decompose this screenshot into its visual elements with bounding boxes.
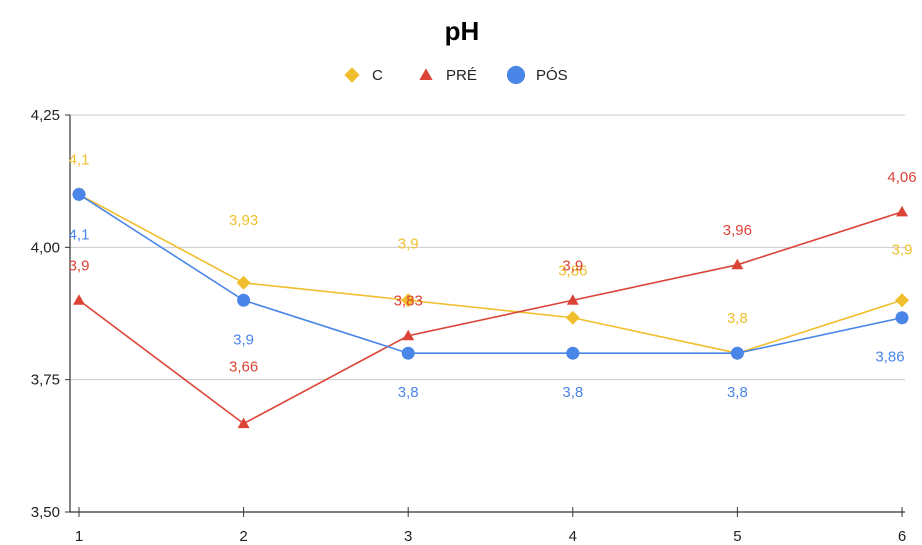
data-label: 3,9 — [892, 241, 913, 258]
data-point — [72, 187, 86, 201]
legend-label: C — [372, 67, 383, 84]
legend-label: PRÉ — [446, 67, 477, 84]
x-tick-label: 1 — [75, 528, 83, 545]
y-tick-label: 3,50 — [31, 504, 60, 521]
data-label: 3,83 — [394, 293, 423, 310]
legend-marker-pós — [506, 65, 526, 85]
data-label: 3,8 — [398, 384, 419, 401]
data-point — [237, 417, 250, 429]
data-label: 3,9 — [233, 331, 254, 348]
data-point — [566, 346, 580, 360]
series-line-pós — [78, 193, 903, 355]
y-tick-label: 3,75 — [31, 372, 60, 389]
series-line-c — [78, 193, 903, 355]
gridlines — [70, 114, 905, 381]
data-label: 3,86 — [875, 349, 904, 366]
data-point — [731, 258, 744, 270]
axes: 3,50 3,75 4,00 4,25 1 2 3 4 5 6 — [31, 107, 906, 545]
data-labels: 4,13,933,93,863,83,93,93,663,833,93,964,… — [69, 151, 917, 401]
data-label: 3,96 — [723, 222, 752, 239]
series-line-pré — [78, 211, 903, 425]
data-point — [402, 329, 415, 341]
y-tick-label: 4,25 — [31, 107, 60, 124]
data-label: 3,9 — [562, 257, 583, 274]
legend-marker-c — [344, 67, 360, 83]
x-tick-label: 6 — [898, 528, 906, 545]
data-label: 3,66 — [229, 359, 258, 376]
y-tick-label: 4,00 — [31, 239, 60, 256]
data-label: 4,1 — [69, 151, 90, 168]
data-point — [565, 310, 580, 325]
data-point — [566, 294, 579, 305]
x-tick-label: 3 — [404, 528, 412, 545]
data-point — [401, 293, 416, 308]
data-label: 3,93 — [229, 212, 258, 229]
data-point — [730, 346, 744, 360]
chart-title: pH — [445, 16, 480, 46]
data-label: 3,9 — [398, 235, 419, 252]
data-point — [73, 294, 85, 305]
data-label: 3,9 — [69, 257, 90, 274]
data-point — [895, 293, 909, 308]
data-label: 3,8 — [727, 310, 748, 327]
x-tick-label: 5 — [733, 528, 741, 545]
data-label: 3,86 — [558, 263, 587, 280]
data-point — [896, 205, 908, 217]
data-point — [401, 346, 415, 360]
legend-marker-pré — [419, 68, 433, 80]
legend-label: PÓS — [536, 67, 568, 84]
x-tick-label: 4 — [569, 528, 577, 545]
data-point — [895, 311, 909, 325]
data-label: 3,8 — [727, 384, 748, 401]
x-tick-label: 2 — [239, 528, 247, 545]
data-label: 3,8 — [562, 384, 583, 401]
data-point — [236, 275, 251, 290]
data-label: 4,06 — [887, 169, 916, 186]
chart-legend: C PRÉ PÓS — [344, 65, 568, 85]
data-label: 4,1 — [69, 226, 90, 243]
data-point — [237, 293, 251, 307]
series-group — [72, 187, 909, 429]
